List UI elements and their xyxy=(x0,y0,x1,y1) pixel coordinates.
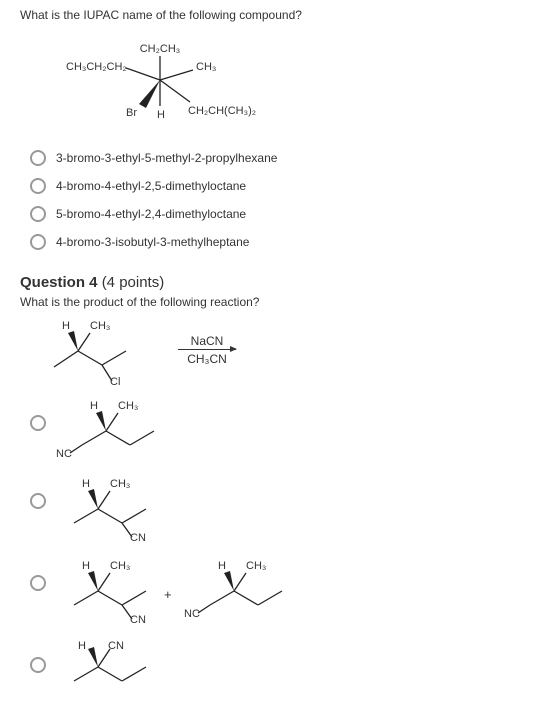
radio-icon xyxy=(30,657,46,673)
lbl-isobutyl: CH₂CH(CH₃)₂ xyxy=(188,105,256,117)
q4-option-c[interactable]: H CH₃ CN + H CH₃ NC xyxy=(30,559,524,623)
q4-option-a[interactable]: H CH₃ NC xyxy=(30,399,524,459)
q4-opt-a-svg: H CH₃ NC xyxy=(56,399,176,459)
plus-sign: + xyxy=(164,587,172,602)
q4-reaction: H CH₃ Cl NaCN CH₃CN xyxy=(40,315,524,385)
lbl-ch3: CH₃ xyxy=(118,400,138,412)
q3-option-b-label: 4-bromo-4-ethyl-2,5-dimethyloctane xyxy=(56,179,246,193)
lbl-h2: H xyxy=(218,560,226,572)
lbl-leftchain: CH₃CH₂CH₂ xyxy=(66,61,127,73)
q4-stem: What is the product of the following rea… xyxy=(20,295,524,309)
radio-icon xyxy=(30,178,46,194)
q3-options: 3-bromo-3-ethyl-5-methyl-2-propylhexane … xyxy=(30,150,524,250)
q3-option-b[interactable]: 4-bromo-4-ethyl-2,5-dimethyloctane xyxy=(30,178,524,194)
q4-option-b[interactable]: H CH₃ CN xyxy=(30,477,524,541)
lbl-nc2: NC xyxy=(184,608,200,620)
lbl-cn: CN xyxy=(130,614,146,623)
lbl-cn: CN xyxy=(108,641,124,652)
lbl-h: H xyxy=(157,109,165,121)
lbl-ch3: CH₃ xyxy=(196,61,216,73)
q4-opt-d-svg: H CN xyxy=(56,641,176,689)
q3-option-d[interactable]: 4-bromo-3-isobutyl-3-methylheptane xyxy=(30,234,524,250)
q3-structure: CH₂CH₃ CH₃CH₂CH₂ CH₃ Br H CH₂CH(CH₃)₂ xyxy=(30,30,524,130)
radio-icon xyxy=(30,415,46,431)
lbl-h: H xyxy=(78,641,86,652)
lbl-br: Br xyxy=(126,107,137,119)
q4-option-d[interactable]: H CN xyxy=(30,641,524,689)
lbl-h: H xyxy=(90,400,98,412)
q3-option-a-label: 3-bromo-3-ethyl-5-methyl-2-propylhexane xyxy=(56,151,277,165)
q3-option-d-label: 4-bromo-3-isobutyl-3-methylheptane xyxy=(56,235,249,249)
lbl-ch2ch3: CH₂CH₃ xyxy=(140,43,181,55)
radio-icon xyxy=(30,206,46,222)
q4-options: H CH₃ NC H CH₃ CN xyxy=(30,399,524,689)
reagent-top: NaCN xyxy=(191,334,224,348)
q4-start-structure: H CH₃ Cl xyxy=(40,315,150,385)
lbl-cl: Cl xyxy=(110,376,120,385)
lbl-h: H xyxy=(82,560,90,572)
q3-option-c[interactable]: 5-bromo-4-ethyl-2,4-dimethyloctane xyxy=(30,206,524,222)
q4-opt-b-svg: H CH₃ CN xyxy=(56,477,176,541)
q4-points: (4 points) xyxy=(102,274,165,291)
reaction-arrow: NaCN CH₃CN xyxy=(178,334,236,366)
reagent-bottom: CH₃CN xyxy=(187,352,227,366)
lbl-ch3-2: CH₃ xyxy=(246,560,266,572)
lbl-ch3: CH₃ xyxy=(90,320,110,332)
lbl-cn: CN xyxy=(130,532,146,541)
radio-icon xyxy=(30,150,46,166)
q4-opt-c-svg: H CH₃ CN + H CH₃ NC xyxy=(56,559,316,623)
q3-option-c-label: 5-bromo-4-ethyl-2,4-dimethyloctane xyxy=(56,207,246,221)
q3-structure-svg: CH₂CH₃ CH₃CH₂CH₂ CH₃ Br H CH₂CH(CH₃)₂ xyxy=(30,30,290,130)
q4-title: Question 4 xyxy=(20,274,98,291)
arrow-icon xyxy=(178,349,236,350)
lbl-ch3: CH₃ xyxy=(110,560,130,572)
q4-header: Question 4 (4 points) xyxy=(20,274,524,291)
lbl-h: H xyxy=(62,320,70,332)
q3-option-a[interactable]: 3-bromo-3-ethyl-5-methyl-2-propylhexane xyxy=(30,150,524,166)
lbl-ch3: CH₃ xyxy=(110,478,130,490)
lbl-nc: NC xyxy=(56,448,72,459)
q3-stem: What is the IUPAC name of the following … xyxy=(20,8,524,22)
radio-icon xyxy=(30,493,46,509)
radio-icon xyxy=(30,234,46,250)
lbl-h: H xyxy=(82,478,90,490)
radio-icon xyxy=(30,575,46,591)
